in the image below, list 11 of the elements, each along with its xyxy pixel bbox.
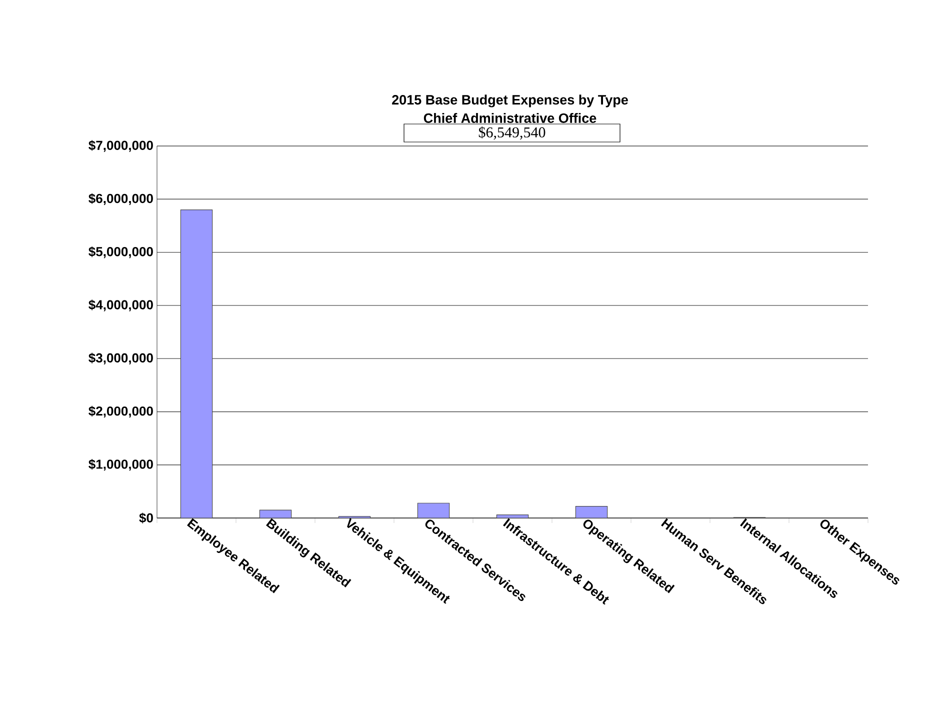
y-tick-label: $1,000,000 bbox=[88, 459, 153, 471]
y-tick-label: $3,000,000 bbox=[88, 352, 153, 364]
y-tick-label: $5,000,000 bbox=[88, 246, 153, 258]
y-tick-label: $6,000,000 bbox=[88, 193, 153, 205]
y-tick-label: $7,000,000 bbox=[88, 140, 153, 152]
chart-title: 2015 Base Budget Expenses by Type bbox=[392, 94, 628, 108]
y-tick-label: $0 bbox=[139, 512, 153, 524]
chart-subtitle: Chief Administrative Office bbox=[424, 113, 596, 123]
text: $6,549,540 bbox=[478, 126, 546, 140]
y-tick-label: $4,000,000 bbox=[88, 300, 153, 312]
y-tick-label: $2,000,000 bbox=[88, 406, 153, 418]
